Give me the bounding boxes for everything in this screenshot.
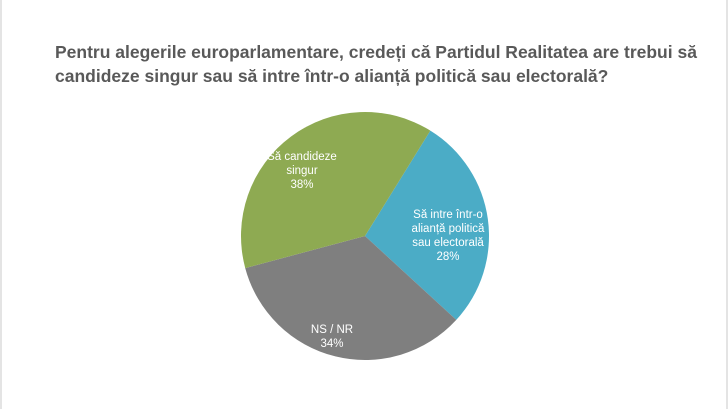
slice-label: Să intre într-o alianță politică sau elect…	[412, 209, 485, 263]
pie-slice	[241, 111, 431, 269]
pie-slice	[245, 236, 457, 360]
slice-label: Să candideze singur 38%	[267, 151, 337, 191]
chart-title: Pentru alegerile europarlamentare, crede…	[55, 42, 697, 86]
slice-label: NS / NR 34%	[311, 324, 353, 350]
pie-slice	[365, 130, 489, 320]
